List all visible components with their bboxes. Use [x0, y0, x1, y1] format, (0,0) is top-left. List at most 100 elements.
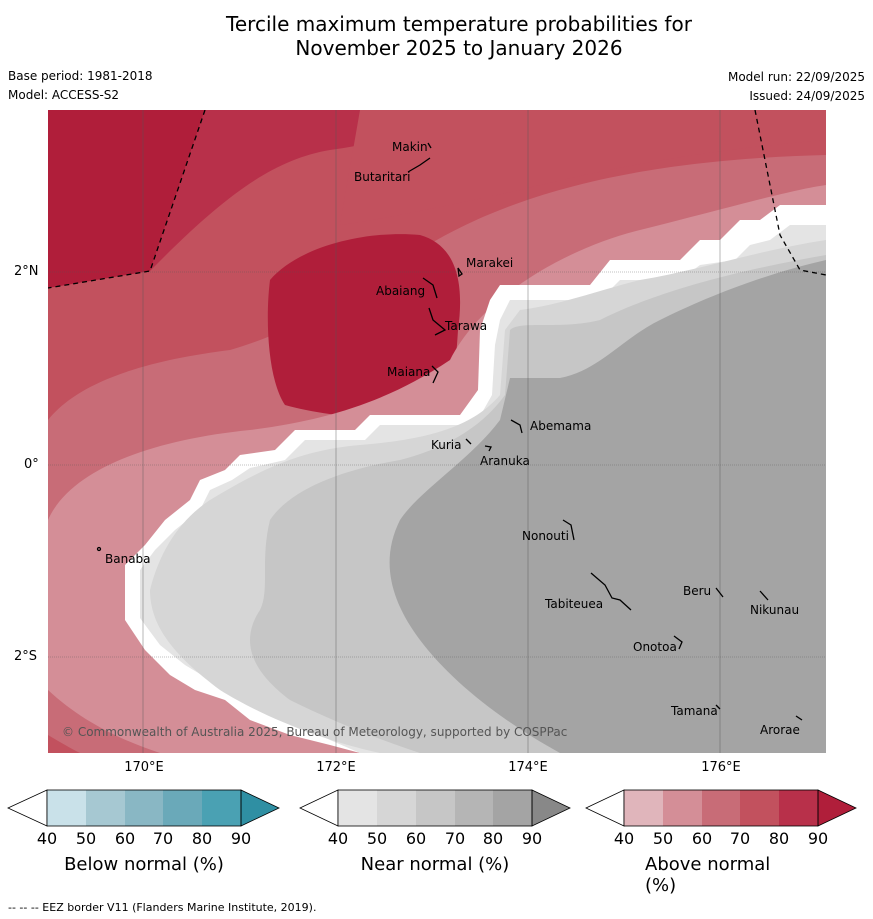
label-makin: Makin [392, 140, 428, 154]
island-nonouti [562, 519, 575, 541]
cb-below-title: Below normal (%) [64, 854, 224, 875]
cb-near-frame [337, 789, 533, 827]
eez-footnote: -- -- -- EEZ border V11 (Flanders Marine… [8, 901, 317, 914]
lat-tick-2n: 2°N [14, 264, 39, 279]
island-makin [427, 142, 432, 149]
lon-tick-172: 172°E [316, 760, 356, 775]
label-beru: Beru [683, 584, 711, 598]
eez-borders [48, 110, 826, 289]
cb-near-tick-40: 40 [327, 829, 349, 848]
cb-below-tick-70: 70 [152, 829, 174, 848]
above-60-region-sw [48, 690, 160, 753]
cb-below-seg-2 [86, 790, 125, 826]
island-labels: Makin Butaritari Marakei Abaiang Tarawa … [105, 140, 800, 737]
cb-above-low-ext [585, 789, 625, 827]
model-name: Model: ACCESS-S2 [8, 88, 120, 102]
colorbars [7, 789, 857, 827]
island-maiana [431, 365, 439, 384]
island-abaiang [422, 277, 438, 299]
probability-fields [48, 110, 826, 753]
cb-near-tick-50: 50 [366, 829, 388, 848]
island-tabiteuea [590, 572, 632, 611]
cb-below-high-ext [240, 789, 280, 827]
label-marakei: Marakei [466, 256, 513, 270]
title-line-2: November 2025 to January 2026 [295, 36, 623, 60]
cb-near-low-ext [299, 789, 339, 827]
lat-tick-0: 0° [24, 457, 39, 472]
label-aranuka: Aranuka [480, 454, 530, 468]
label-kuria: Kuria [431, 438, 462, 452]
cb-near-seg-5 [493, 790, 532, 826]
cb-above-tick-80: 80 [768, 829, 790, 848]
title-line-1: Tercile maximum temperature probabilitie… [226, 12, 692, 36]
cb-near-seg-3 [416, 790, 455, 826]
island-outlines [96, 142, 803, 721]
lat-tick-2s: 2°S [14, 649, 38, 664]
cb-near-seg-4 [455, 790, 493, 826]
lon-tick-176: 176°E [701, 760, 741, 775]
label-arorae: Arorae [760, 723, 800, 737]
label-banaba: Banaba [105, 552, 151, 566]
cb-below-tick-60: 60 [114, 829, 136, 848]
cb-near-tick-70: 70 [444, 829, 466, 848]
label-tabiteuea: Tabiteuea [544, 597, 603, 611]
colorbar-below [7, 789, 280, 827]
cb-above-seg-2 [663, 790, 702, 826]
cb-near-seg-1 [338, 790, 377, 826]
label-tamana: Tamana [670, 704, 718, 718]
map-title: Tercile maximum temperature probabilitie… [0, 12, 873, 60]
island-tamana [715, 704, 721, 710]
island-nikunau [759, 590, 769, 601]
cb-above-tick-40: 40 [613, 829, 635, 848]
island-butaritari [407, 157, 431, 173]
cb-above-frame [623, 789, 819, 827]
island-abemama [510, 419, 523, 434]
label-butaritari: Butaritari [354, 170, 411, 184]
label-maiana: Maiana [387, 365, 430, 379]
cb-below-tick-80: 80 [191, 829, 213, 848]
cb-below-tick-50: 50 [75, 829, 97, 848]
cb-below-tick-40: 40 [36, 829, 58, 848]
lon-tick-170: 170°E [124, 760, 164, 775]
near-70-region [389, 260, 826, 753]
colorbar-above [585, 789, 857, 827]
eez-border-west [48, 110, 206, 289]
above-70-region-ne [340, 110, 826, 225]
cb-above-title: Above normal (%) [645, 854, 771, 896]
cb-below-seg-1 [47, 790, 86, 826]
island-beru [715, 587, 724, 598]
island-aranuka [484, 445, 492, 452]
copyright-notice: © Commonwealth of Australia 2025, Bureau… [62, 725, 567, 739]
cb-near-high-ext [531, 789, 571, 827]
cb-above-tick-90: 90 [807, 829, 829, 848]
cb-below-frame [46, 789, 242, 827]
cb-above-tick-60: 60 [691, 829, 713, 848]
cb-above-seg-4 [740, 790, 779, 826]
above-80-region-nw [48, 110, 205, 288]
label-tarawa: Tarawa [444, 319, 487, 333]
island-kuria [465, 438, 472, 445]
cb-above-high-ext [817, 789, 857, 827]
cb-near-tick-60: 60 [405, 829, 427, 848]
cb-above-tick-70: 70 [729, 829, 751, 848]
label-abemama: Abemama [530, 419, 591, 433]
cb-below-seg-3 [125, 790, 163, 826]
island-marakei [457, 267, 463, 278]
cb-near-tick-90: 90 [521, 829, 543, 848]
cb-above-seg-1 [624, 790, 663, 826]
probability-map: Makin Butaritari Marakei Abaiang Tarawa … [7, 110, 857, 827]
cb-below-tick-90: 90 [230, 829, 252, 848]
cb-below-seg-5 [202, 790, 241, 826]
label-abaiang: Abaiang [376, 284, 425, 298]
island-banaba [96, 546, 102, 552]
above-70-region-sw [48, 735, 80, 753]
above-75-region-n [150, 110, 560, 271]
cb-below-seg-4 [163, 790, 202, 826]
issued-date: Issued: 24/09/2025 [749, 89, 865, 103]
model-run: Model run: 22/09/2025 [727, 70, 865, 84]
cb-near-seg-2 [377, 790, 416, 826]
lon-tick-174: 174°E [508, 760, 548, 775]
cb-near-tick-80: 80 [482, 829, 504, 848]
graticule [48, 110, 826, 753]
island-arorae [795, 715, 803, 721]
